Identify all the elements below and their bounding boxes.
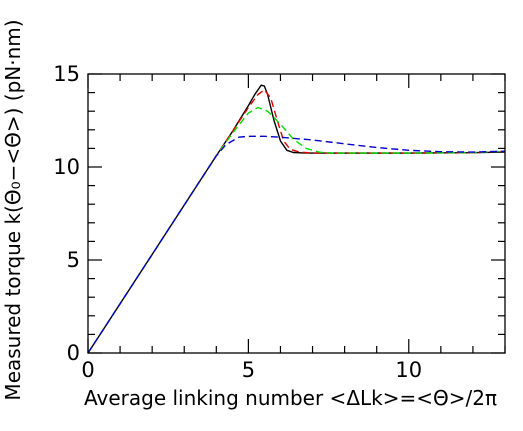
series-line-4 xyxy=(87,135,506,354)
x-axis-label: Average linking number <ΔLk>=<Θ>/2π xyxy=(84,386,497,410)
x-tick-label: 10 xyxy=(395,358,422,382)
x-tick-label: 0 xyxy=(81,358,94,382)
series-line-1 xyxy=(87,84,506,354)
y-tick-label: 5 xyxy=(67,248,80,272)
x-tick-label: 5 xyxy=(242,358,255,382)
tick-labels: 0 5 10 0 5 10 15 xyxy=(53,62,422,382)
axis-ticks xyxy=(87,73,506,354)
y-tick-label: 0 xyxy=(67,341,80,365)
data-curves xyxy=(87,84,506,354)
series-line-3 xyxy=(87,106,506,354)
y-axis-label: Measured torque k(Θ₀−<Θ>) (pN·nm) xyxy=(1,19,25,400)
y-tick-label: 10 xyxy=(53,155,80,179)
series-line-2 xyxy=(87,89,506,354)
plot-frame xyxy=(87,73,506,354)
y-tick-label: 15 xyxy=(53,62,80,86)
